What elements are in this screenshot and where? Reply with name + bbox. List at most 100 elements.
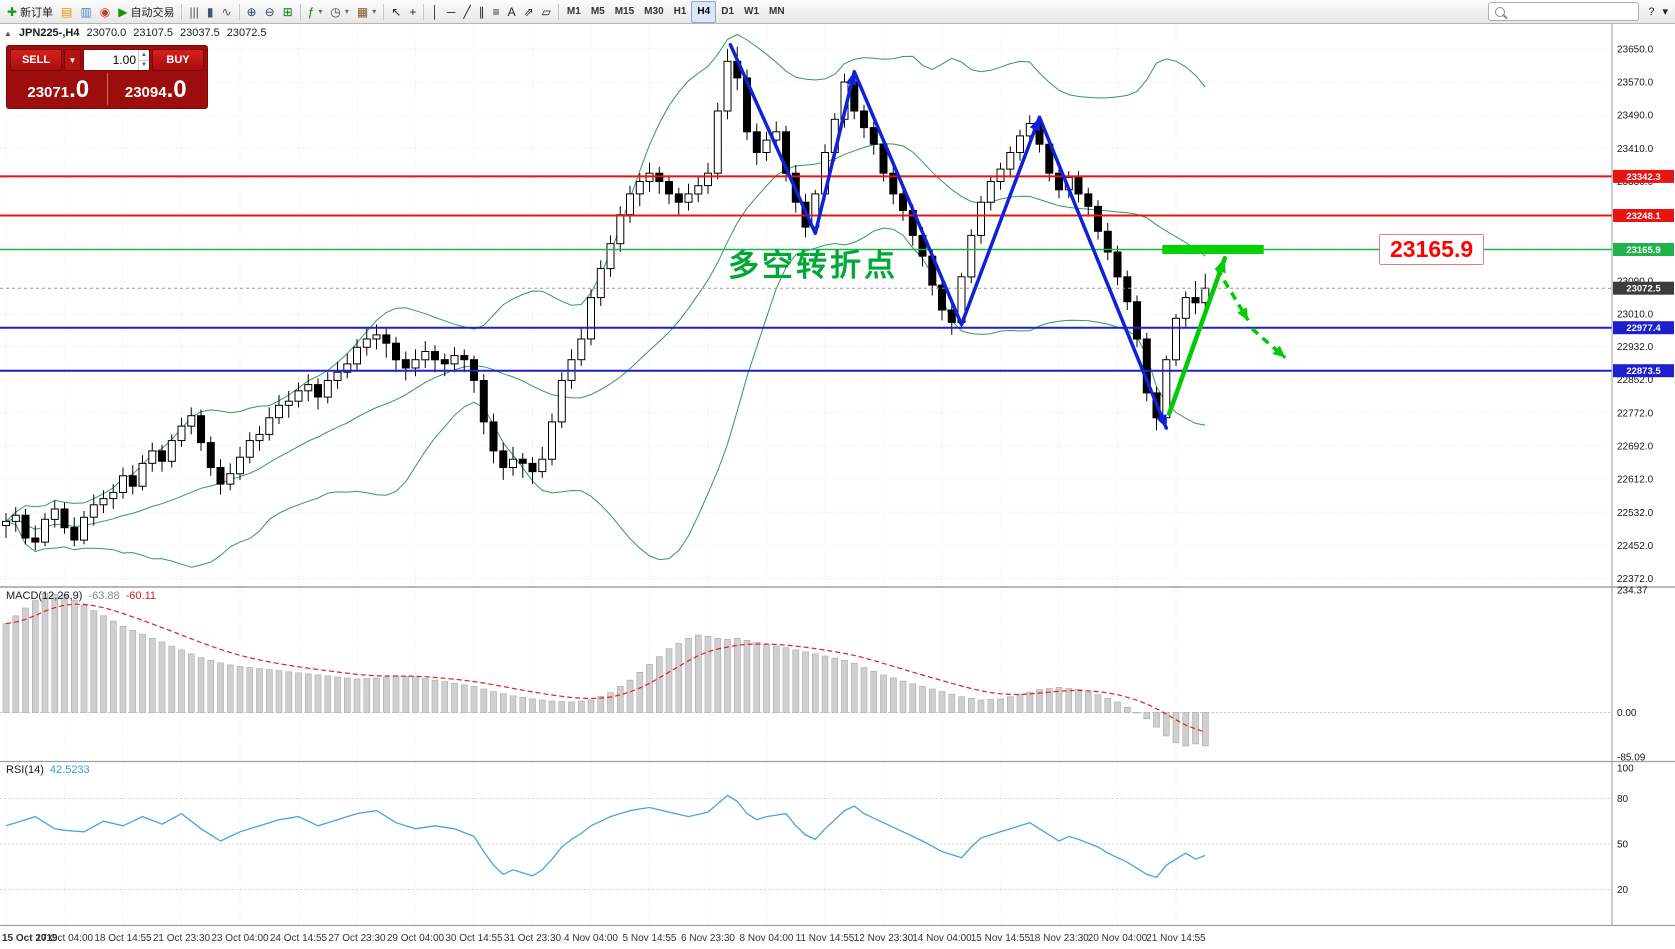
indicators-icon: ƒ: [307, 4, 315, 19]
timeframe-d1-button[interactable]: D1: [721, 6, 735, 17]
timeframe-m1-button[interactable]: M1: [566, 6, 581, 17]
alerts-button[interactable]: ◉: [96, 2, 114, 22]
tile-windows-icon: ⊞: [282, 4, 293, 19]
zoom-out-button[interactable]: ⊖: [261, 2, 279, 22]
svg-text:11 Nov 14:55: 11 Nov 14:55: [796, 933, 855, 944]
trend-zigzag-drawing[interactable]: [728, 42, 1169, 430]
macd-main-value: -63.88: [88, 590, 120, 602]
crosshair-button[interactable]: +: [405, 2, 420, 22]
macd-signal-line: [5, 603, 1206, 733]
rsi-name: RSI(14): [6, 764, 44, 776]
templates-button[interactable]: ▦ ▾: [353, 2, 380, 22]
price-callout-label[interactable]: 23165.9: [1379, 234, 1485, 265]
buy-price-display[interactable]: 23094.0: [106, 73, 205, 105]
svg-text:23248.1: 23248.1: [1626, 211, 1661, 222]
svg-text:22852.0: 22852.0: [1617, 375, 1654, 386]
chart-window-icon: ▥: [80, 4, 92, 19]
toolbar-separator: [181, 3, 183, 20]
timeframe-mn-button[interactable]: MN: [769, 6, 785, 17]
zoom-out-icon: ⊖: [264, 4, 275, 19]
shapes-button[interactable]: ▱: [538, 2, 555, 22]
svg-text:15 Oct 2019: 15 Oct 2019: [2, 933, 58, 944]
timeframe-m15-button[interactable]: M15: [614, 6, 635, 17]
bar-chart-icon: |||: [189, 4, 199, 19]
rsi-value: 42.5233: [49, 764, 90, 776]
help-button[interactable]: ?: [1648, 5, 1655, 18]
depth-of-market-button[interactable]: ▤: [57, 2, 76, 22]
collapse-panel-icon[interactable]: ▲: [4, 28, 12, 38]
macd-name: MACD(12,26,9): [6, 590, 83, 602]
trendline-button[interactable]: ╱: [459, 2, 474, 22]
vertical-line-button[interactable]: │: [427, 2, 443, 22]
timeframe-m5-button[interactable]: M5: [590, 6, 605, 17]
projected-pullback-arrow: [1215, 267, 1250, 322]
timeframe-w1-button[interactable]: W1: [744, 6, 760, 17]
autotrading-button[interactable]: ▶ 自动交易: [114, 2, 178, 22]
new-order-icon: ✚: [7, 4, 18, 19]
volume-down-button[interactable]: ▼: [141, 62, 147, 69]
buy-button[interactable]: BUY: [152, 49, 204, 71]
search-box[interactable]: [1488, 2, 1640, 21]
text-label-icon: A: [507, 4, 516, 19]
chart-area[interactable]: 23650.023570.023490.023410.023330.023250…: [0, 24, 1675, 949]
volume-stepper: ▲ ▼: [138, 50, 149, 70]
text-label-button[interactable]: A: [504, 2, 520, 22]
timeframe-h4-button[interactable]: H4: [691, 0, 717, 23]
ohlc-open: 23070.0: [86, 27, 127, 39]
svg-text:14 Nov 04:00: 14 Nov 04:00: [912, 933, 972, 944]
fibonacci-button[interactable]: ≡: [489, 2, 504, 22]
horizontal-line-button[interactable]: ─: [443, 2, 460, 22]
zoom-in-icon: ⊕: [246, 4, 257, 19]
svg-text:22977.4: 22977.4: [1626, 323, 1661, 334]
bar-chart-button[interactable]: |||: [185, 2, 202, 22]
toolbar-options-button[interactable]: ▾: [1662, 6, 1668, 18]
pane-separators[interactable]: [0, 586, 1675, 927]
autotrading-icon: ▶: [118, 4, 128, 19]
svg-text:5 Nov 14:55: 5 Nov 14:55: [623, 933, 677, 944]
cursor-button[interactable]: ↖: [387, 2, 405, 22]
autotrading-button-label: 自动交易: [130, 6, 175, 19]
timeframe-h1-button[interactable]: H1: [673, 6, 687, 17]
depth-of-market-icon: ▤: [61, 4, 73, 19]
one-click-dropdown-button[interactable]: ▼: [64, 49, 81, 71]
svg-text:22532.0: 22532.0: [1617, 508, 1654, 519]
search-input[interactable]: [1510, 4, 1633, 19]
bollinger-bands[interactable]: [5, 33, 1206, 568]
chart-window-button[interactable]: ▥: [76, 2, 95, 22]
svg-text:29 Oct 04:00: 29 Oct 04:00: [387, 933, 445, 944]
toolbar-separator: [383, 3, 385, 20]
arrow-object-icon: ⇗: [523, 4, 534, 19]
channel-button[interactable]: ∥: [475, 2, 489, 22]
tile-windows-button[interactable]: ⊞: [279, 2, 297, 22]
svg-text:27 Oct 23:30: 27 Oct 23:30: [328, 933, 386, 944]
svg-text:100: 100: [1617, 764, 1634, 775]
timeframe-m30-button[interactable]: M30: [644, 6, 664, 17]
candlestick-chart-button[interactable]: ▮: [203, 2, 218, 22]
price-axis-tags: 23342.3 23248.1 23165.9 22977.4 22873.5 23072…: [1613, 169, 1674, 378]
volume-input[interactable]: [84, 53, 138, 67]
zoom-in-button[interactable]: ⊕: [243, 2, 261, 22]
svg-text:234.37: 234.37: [1617, 586, 1648, 597]
svg-text:23342.3: 23342.3: [1626, 172, 1660, 183]
svg-text:20 Nov 04:00: 20 Nov 04:00: [1088, 933, 1148, 944]
svg-text:4 Nov 04:00: 4 Nov 04:00: [564, 933, 618, 944]
horizontal-line-icon: ─: [446, 4, 456, 19]
chart-annotation-text[interactable]: 多空转折点: [728, 248, 898, 284]
green-annotations[interactable]: [1162, 245, 1287, 416]
sell-price-display[interactable]: 23071.0: [27, 76, 90, 103]
sell-button[interactable]: SELL: [10, 49, 62, 71]
svg-text:18 Oct 14:55: 18 Oct 14:55: [94, 933, 152, 944]
chart-canvas[interactable]: 23650.023570.023490.023410.023330.023250…: [0, 24, 1675, 949]
timeframes-menu-button[interactable]: ◷ ▾: [326, 2, 353, 22]
svg-text:22612.0: 22612.0: [1617, 475, 1654, 486]
macd-pane: [0, 592, 1612, 747]
line-chart-button[interactable]: ∿: [217, 2, 235, 22]
new-order-button[interactable]: ✚ 新订单: [3, 2, 57, 22]
indicators-button[interactable]: ƒ ▾: [304, 2, 327, 22]
svg-text:22772.0: 22772.0: [1617, 408, 1654, 419]
arrow-object-button[interactable]: ⇗: [520, 2, 538, 22]
svg-text:23072.5: 23072.5: [1626, 284, 1661, 295]
volume-up-button[interactable]: ▲: [139, 50, 149, 61]
